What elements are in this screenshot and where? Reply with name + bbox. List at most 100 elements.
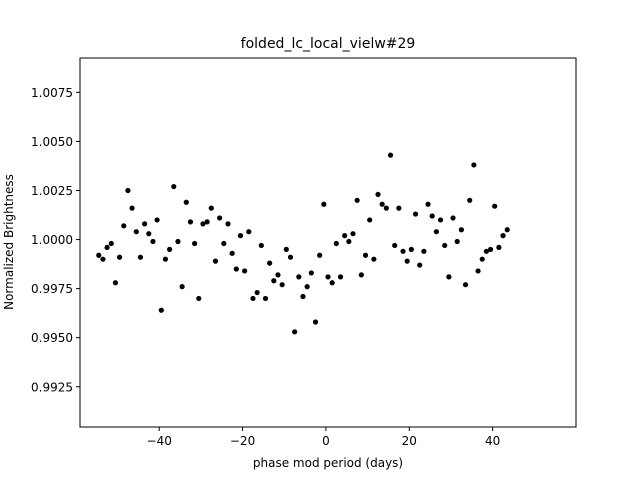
data-point: [458, 227, 464, 233]
data-point: [446, 274, 452, 280]
data-point: [117, 254, 123, 260]
data-point: [412, 211, 419, 217]
data-point: [308, 270, 314, 276]
data-point: [262, 295, 269, 302]
data-point: [312, 319, 319, 325]
data-point: [408, 246, 414, 252]
data-point: [154, 217, 160, 223]
data-point: [221, 240, 227, 247]
data-point: [317, 252, 323, 258]
data-point: [483, 248, 489, 254]
data-point: [367, 217, 373, 223]
data-point: [475, 268, 481, 274]
data-point: [337, 274, 344, 280]
data-point: [350, 231, 356, 237]
y-tick-label: 1.0025: [31, 184, 73, 198]
data-point: [358, 272, 364, 278]
data-point: [362, 252, 369, 258]
data-point: [421, 248, 427, 254]
y-tick-label: 0.9925: [31, 380, 73, 394]
data-point: [271, 278, 277, 284]
x-tick-label: 40: [485, 434, 500, 448]
data-point: [242, 268, 248, 274]
data-point: [304, 284, 310, 290]
data-point: [454, 238, 460, 245]
data-point: [292, 329, 298, 335]
y-tick-label: 1.0000: [31, 233, 73, 247]
y-tick-label: 0.9975: [31, 282, 73, 296]
data-point: [196, 295, 202, 302]
data-point: [146, 231, 152, 237]
data-point: [167, 246, 173, 252]
x-tick-label: 0: [322, 434, 330, 448]
data-point: [425, 201, 431, 207]
data-point: [500, 233, 506, 239]
x-axis-ticks: −40 −20 0 20 40: [147, 427, 500, 448]
y-tick-label: 0.9950: [31, 331, 73, 345]
data-point: [229, 250, 235, 256]
data-point: [187, 219, 194, 225]
data-point: [400, 248, 406, 254]
data-point: [96, 252, 102, 258]
data-point: [112, 280, 119, 286]
data-point: [217, 215, 223, 221]
data-point: [237, 233, 244, 239]
data-point: [250, 295, 256, 302]
data-point: [300, 293, 306, 300]
x-tick-label: 20: [402, 434, 417, 448]
data-point: [142, 221, 148, 227]
x-axis-label: phase mod period (days): [253, 456, 403, 470]
data-point: [437, 217, 444, 223]
data-point: [433, 229, 439, 235]
chart-title: folded_lc_local_vielw#29: [241, 36, 416, 52]
data-point: [208, 205, 214, 211]
data-point: [267, 260, 273, 266]
data-point: [492, 203, 498, 209]
data-points: [96, 152, 510, 335]
data-point: [487, 246, 494, 252]
data-point: [321, 201, 327, 207]
data-point: [283, 246, 289, 252]
data-point: [392, 242, 398, 249]
y-axis-label: Normalized Brightness: [2, 174, 16, 310]
data-point: [471, 162, 477, 168]
data-point: [371, 256, 377, 262]
data-point: [150, 238, 156, 245]
data-point: [346, 238, 352, 245]
data-point: [379, 201, 385, 207]
data-point: [246, 229, 252, 235]
data-point: [404, 258, 410, 264]
data-point: [275, 272, 281, 278]
data-point: [325, 274, 331, 280]
data-point: [204, 219, 210, 225]
data-point: [108, 240, 114, 247]
data-point: [383, 205, 389, 211]
data-point: [254, 289, 260, 296]
data-point: [100, 256, 106, 262]
data-point: [225, 221, 231, 227]
x-tick-label: −40: [147, 434, 172, 448]
data-point: [192, 240, 198, 247]
data-point: [467, 197, 473, 203]
data-point: [396, 205, 402, 211]
data-point: [162, 256, 169, 262]
data-point: [375, 191, 381, 198]
data-point: [496, 244, 502, 251]
data-point: [212, 258, 219, 264]
y-tick-label: 1.0050: [31, 135, 73, 149]
data-point: [287, 254, 294, 260]
data-point: [417, 262, 423, 268]
data-point: [387, 152, 394, 158]
data-point: [462, 282, 469, 288]
data-point: [333, 240, 339, 247]
data-point: [258, 242, 264, 249]
data-point: [179, 284, 185, 290]
data-point: [158, 307, 164, 313]
y-axis-ticks: 0.9925 0.9950 0.9975 1.0000 1.0025 1.0050 1.00…: [31, 86, 80, 394]
data-point: [442, 242, 448, 249]
data-point: [129, 205, 135, 211]
data-point: [450, 215, 456, 221]
data-point: [296, 274, 302, 280]
